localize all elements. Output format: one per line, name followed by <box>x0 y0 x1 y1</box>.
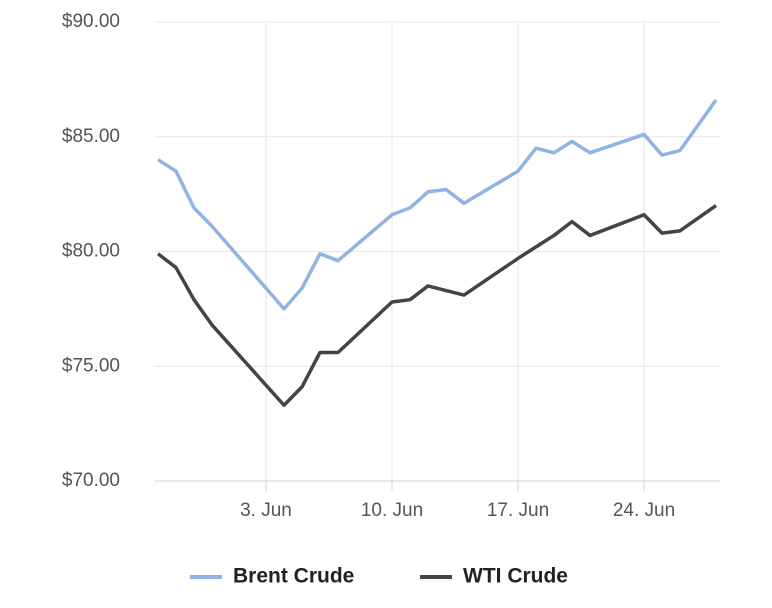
y-tick-label: $75.00 <box>62 355 120 376</box>
x-tick-label: 3. Jun <box>240 500 292 521</box>
x-tick-label: 10. Jun <box>361 500 423 521</box>
x-tick-label: 24. Jun <box>613 500 675 521</box>
legend-label: WTI Crude <box>463 565 568 588</box>
y-tick-label: $85.00 <box>62 126 120 147</box>
x-tick-label: 17. Jun <box>487 500 549 521</box>
series-line <box>156 204 718 408</box>
y-tick-label: $70.00 <box>62 470 120 491</box>
y-tick-label: $90.00 <box>62 11 120 32</box>
legend-label: Brent Crude <box>233 565 354 588</box>
series-line <box>157 99 718 311</box>
y-tick-label: $80.00 <box>62 241 120 262</box>
